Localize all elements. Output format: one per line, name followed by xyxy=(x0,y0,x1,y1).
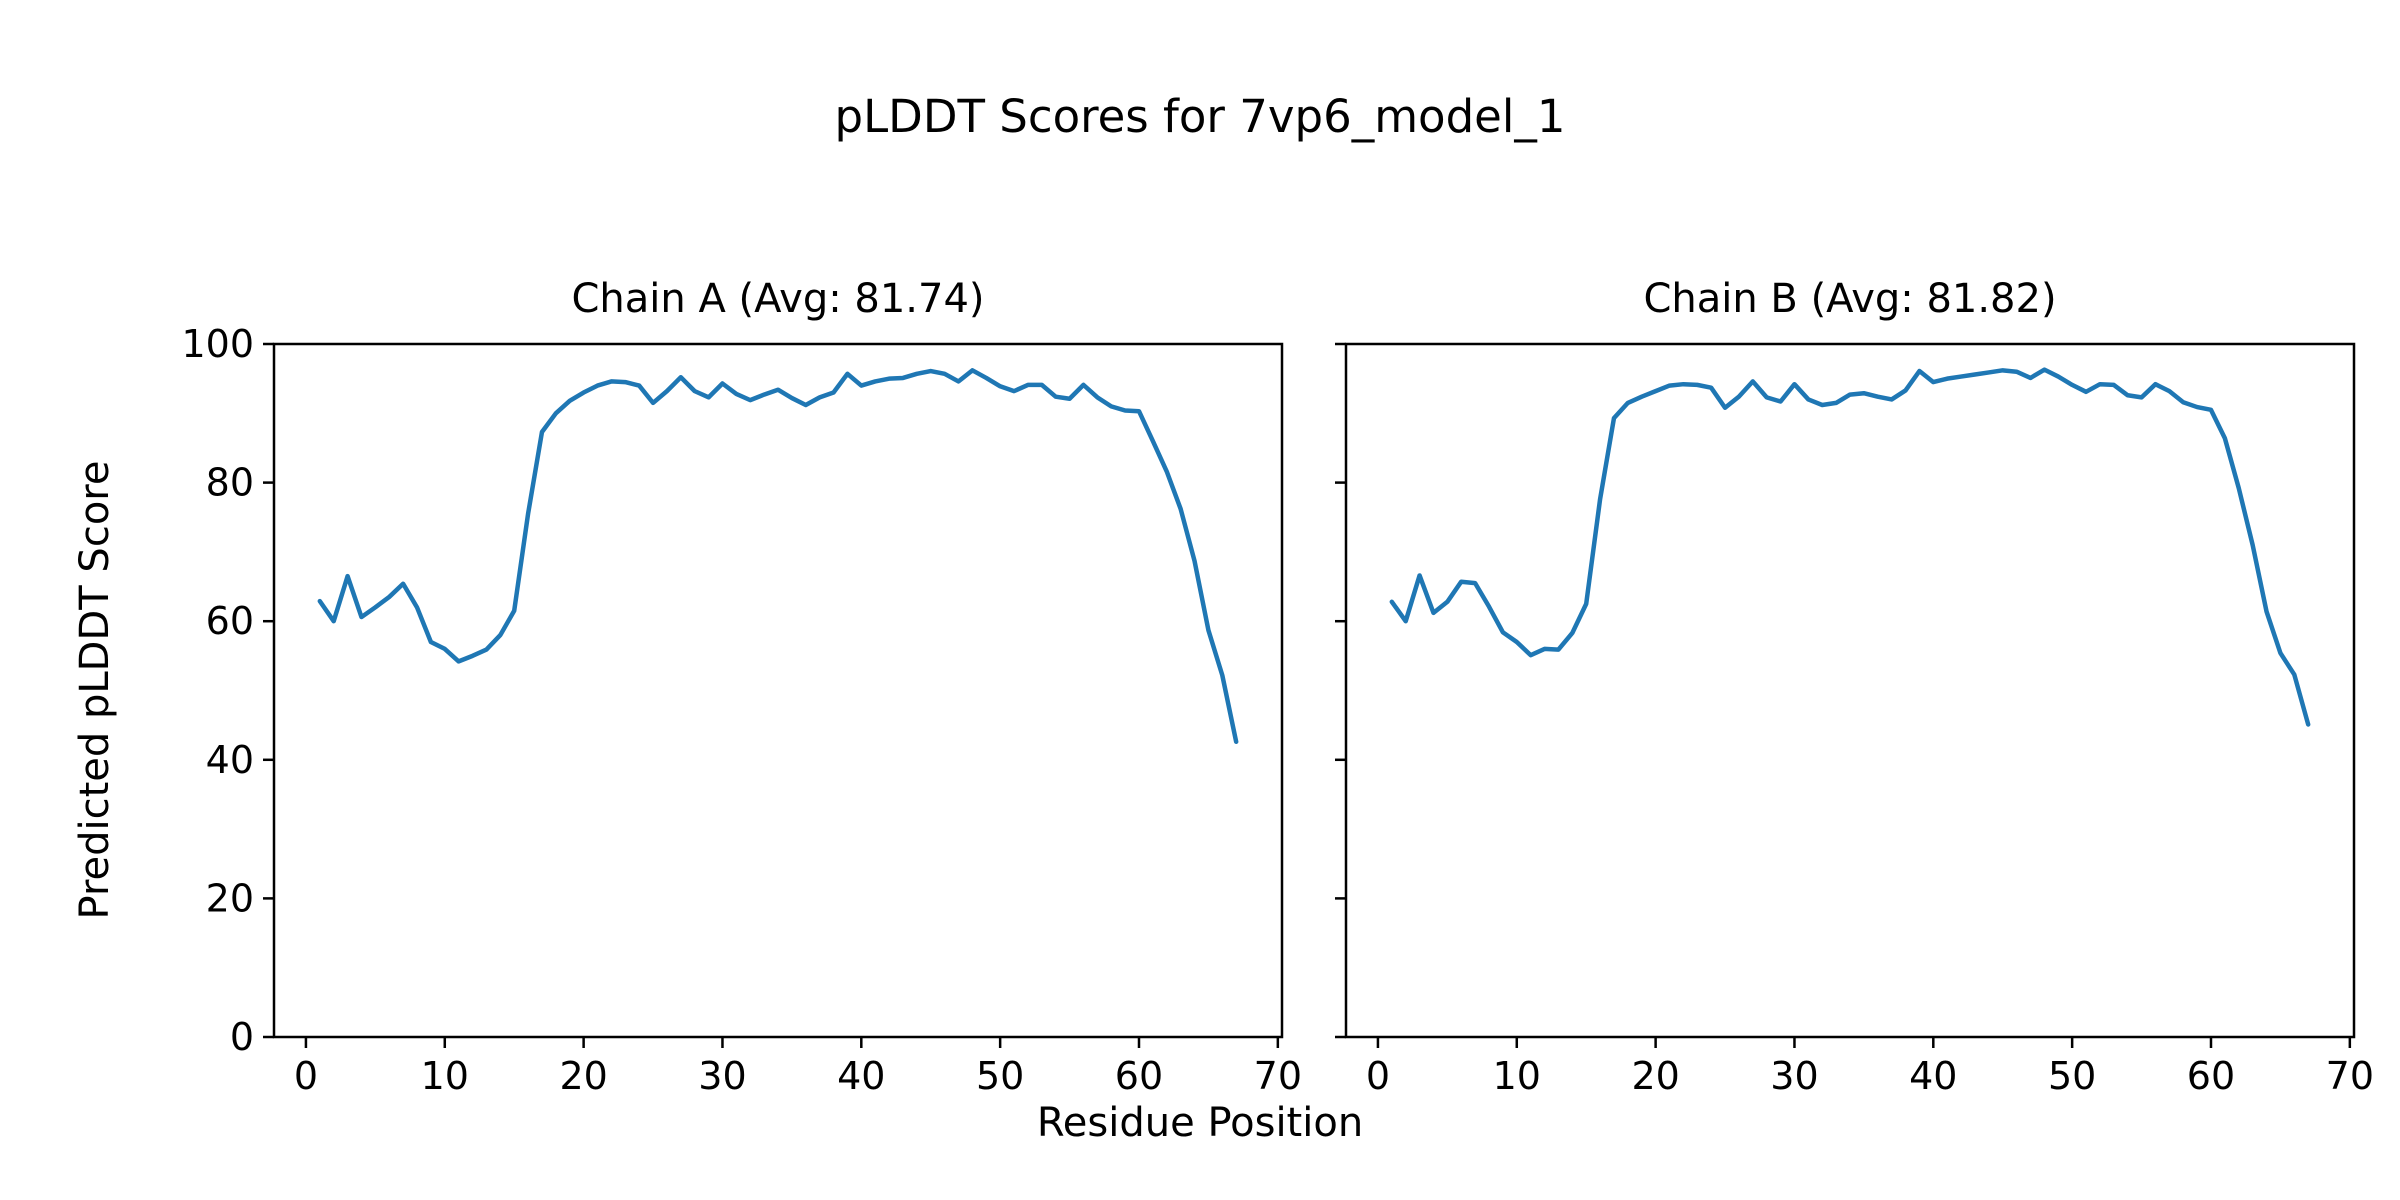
x-tick-label: 50 xyxy=(976,1054,1024,1098)
x-tick-label: 30 xyxy=(1770,1054,1818,1098)
x-tick-label: 20 xyxy=(1631,1054,1679,1098)
chain-b-plot: 0 10 20 30 40 50 60 70 xyxy=(1335,342,2374,1098)
x-axis-label: Residue Position xyxy=(1036,1100,1364,1146)
x-tick-label: 40 xyxy=(1909,1054,1957,1098)
x-tick-label: 70 xyxy=(1254,1054,1302,1098)
axes-spines xyxy=(1344,342,2356,1039)
x-tick-label: 0 xyxy=(294,1054,318,1098)
plddt-line xyxy=(1389,367,2311,727)
x-tick-label: 10 xyxy=(1493,1054,1541,1098)
subplot-title-chain-a: Chain A (Avg: 81.74) xyxy=(571,276,985,322)
y-tick-label: 60 xyxy=(206,599,254,643)
y-tick-label: 80 xyxy=(206,461,254,505)
x-tick-label: 50 xyxy=(2048,1054,2096,1098)
chain-a-plot: 0 10 20 30 40 50 60 70 0 20 40 60 80 100 xyxy=(181,322,1302,1098)
x-tick-label: 10 xyxy=(421,1054,469,1098)
x-tick-label: 70 xyxy=(2326,1054,2374,1098)
subplot-title-chain-b: Chain B (Avg: 81.82) xyxy=(1643,276,2057,322)
x-tick-label: 20 xyxy=(559,1054,607,1098)
x-tick-label: 30 xyxy=(698,1054,746,1098)
x-tick-label: 40 xyxy=(837,1054,885,1098)
x-tick-label: 0 xyxy=(1366,1054,1390,1098)
x-tick-label: 60 xyxy=(2187,1054,2235,1098)
y-tick-label: 0 xyxy=(230,1015,254,1059)
figure-title: pLDDT Scores for 7vp6_model_1 xyxy=(834,90,1566,143)
y-tick-label: 20 xyxy=(206,876,254,920)
plddt-line xyxy=(317,368,1239,745)
y-tick-label: 100 xyxy=(181,322,254,366)
axes-spines xyxy=(272,342,1284,1039)
x-tick-label: 60 xyxy=(1115,1054,1163,1098)
y-tick-label: 40 xyxy=(206,738,254,782)
y-axis-label: Predicted pLDDT Score xyxy=(72,460,118,920)
